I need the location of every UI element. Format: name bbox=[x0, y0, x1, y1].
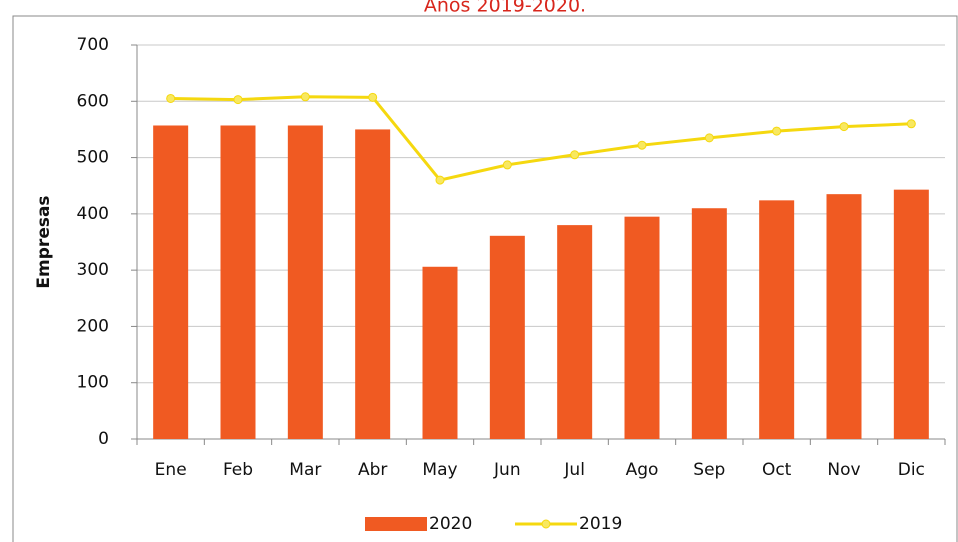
x-tick-label: Oct bbox=[762, 460, 792, 480]
x-tick-label: Jun bbox=[493, 460, 521, 480]
bar bbox=[287, 125, 323, 439]
y-tick-label: 400 bbox=[77, 204, 109, 224]
x-tick-label: Dic bbox=[898, 460, 925, 480]
y-tick-label: 100 bbox=[77, 373, 109, 393]
x-tick-label: Mar bbox=[289, 460, 321, 480]
bar bbox=[557, 225, 593, 439]
x-tick-label: Abr bbox=[358, 460, 387, 480]
line-marker bbox=[637, 140, 647, 150]
x-tick-label: Feb bbox=[223, 460, 253, 480]
y-tick-label: 200 bbox=[77, 316, 109, 336]
line-marker bbox=[704, 133, 714, 143]
y-tick-label: 300 bbox=[77, 260, 109, 280]
x-tick-label: May bbox=[422, 460, 457, 480]
legend-label: 2020 bbox=[429, 514, 472, 534]
bar bbox=[489, 235, 525, 439]
x-tick-label: Sep bbox=[693, 460, 725, 480]
line-marker bbox=[233, 95, 243, 105]
line-marker bbox=[502, 160, 512, 170]
line-marker bbox=[839, 122, 849, 132]
bar bbox=[220, 125, 256, 439]
chart-frame bbox=[12, 15, 958, 542]
bar bbox=[826, 194, 862, 439]
bar bbox=[355, 129, 391, 439]
y-axis-label: Empresas bbox=[34, 195, 54, 288]
chart-title: Años 2019-2020. bbox=[424, 0, 586, 17]
legend-marker bbox=[541, 519, 551, 529]
line-marker bbox=[435, 175, 445, 185]
line-marker bbox=[166, 93, 176, 103]
line-marker bbox=[300, 92, 310, 102]
line bbox=[170, 95, 912, 182]
x-tick-label: Nov bbox=[827, 460, 860, 480]
legend-swatch bbox=[365, 517, 427, 531]
line-marker bbox=[772, 126, 782, 136]
bar bbox=[893, 189, 929, 439]
bar bbox=[759, 200, 795, 439]
legend-label: 2019 bbox=[579, 514, 622, 534]
line-marker bbox=[906, 119, 916, 129]
line-marker bbox=[570, 150, 580, 160]
bar bbox=[422, 266, 458, 439]
y-tick-label: 0 bbox=[98, 429, 109, 449]
line-marker bbox=[368, 92, 378, 102]
bar bbox=[153, 125, 189, 439]
x-tick-label: Jul bbox=[563, 460, 585, 480]
x-tick-label: Ene bbox=[155, 460, 187, 480]
y-tick-label: 600 bbox=[77, 91, 109, 111]
y-tick-label: 700 bbox=[77, 35, 109, 55]
y-tick-label: 500 bbox=[77, 148, 109, 168]
x-tick-label: Ago bbox=[626, 460, 659, 480]
bar bbox=[624, 216, 660, 439]
bar bbox=[691, 208, 727, 439]
